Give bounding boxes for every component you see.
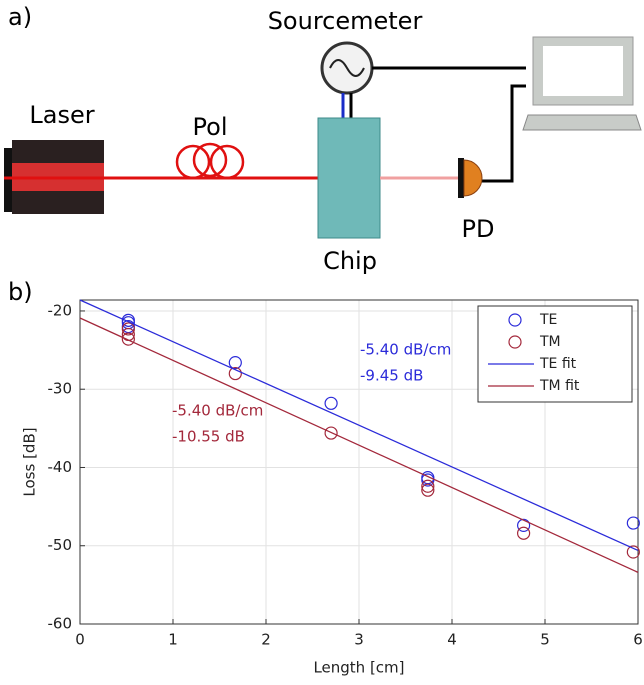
data-point — [626, 516, 640, 530]
legend-label: TE fit — [539, 356, 577, 372]
y-tick-label: -40 — [48, 458, 73, 476]
pd-mount — [458, 158, 464, 198]
y-tick-label: -30 — [48, 380, 73, 398]
legend-swatch — [508, 313, 522, 327]
data-point — [121, 322, 135, 336]
x-tick-label: 4 — [447, 631, 457, 649]
data-point — [421, 473, 435, 487]
x-tick-label: 0 — [75, 631, 85, 649]
sine-icon — [329, 59, 365, 77]
fit-line — [79, 299, 639, 552]
x-tick-label: 3 — [354, 631, 364, 649]
annotation: -9.45 dB — [360, 367, 423, 385]
data-point — [517, 526, 531, 540]
data-point — [228, 366, 242, 381]
x-tick-label: 1 — [168, 631, 178, 649]
annotation: -5.40 dB/cm — [360, 341, 451, 359]
chip-label: Chip — [323, 247, 377, 275]
data-point — [421, 479, 435, 493]
data-point — [228, 356, 242, 370]
pol-label: Pol — [193, 113, 228, 141]
legend-label: TM — [539, 334, 561, 350]
photodiode — [463, 159, 483, 197]
legend-label: TM fit — [539, 378, 580, 394]
x-axis-label: Length [cm] — [313, 659, 404, 677]
fit-line — [79, 317, 639, 573]
polarizer-loops — [175, 142, 245, 180]
panel-label: b) — [8, 278, 33, 306]
laser-mount — [4, 148, 12, 212]
data-point — [121, 332, 135, 346]
sourcemeter-label: Sourcemeter — [268, 7, 423, 35]
data-point — [324, 426, 338, 440]
data-point — [517, 518, 531, 532]
wire — [482, 84, 526, 183]
screen — [543, 46, 623, 96]
y-axis-label: Loss [dB] — [21, 427, 39, 496]
y-tick-label: -60 — [48, 615, 73, 633]
setup-diagram: a) Sourcemeter Laser Pol Chip PD — [4, 3, 642, 275]
y-tick-label: -20 — [48, 301, 73, 319]
data-point — [324, 396, 338, 410]
keyboard — [522, 114, 642, 131]
panel-label: a) — [8, 3, 32, 31]
x-tick-label: 6 — [633, 631, 643, 649]
y-tick-label: -50 — [48, 536, 73, 554]
annotation: -5.40 dB/cm — [172, 402, 263, 420]
pd-label: PD — [462, 215, 495, 243]
chart: 0 1 2 3 4 5 6 -60 -50 -40 -30 -20 Length [cm] Loss [d… — [21, 299, 643, 677]
x-tick-label: 5 — [540, 631, 550, 649]
data-point — [626, 545, 640, 559]
legend-swatch — [508, 335, 522, 349]
chip — [317, 117, 381, 239]
data-point — [421, 483, 435, 497]
annotation: -10.55 dB — [172, 428, 245, 446]
x-tick-label: 2 — [261, 631, 271, 649]
plot-frame — [79, 299, 639, 625]
legend-label: TE — [539, 312, 557, 328]
laser-label: Laser — [29, 101, 94, 129]
